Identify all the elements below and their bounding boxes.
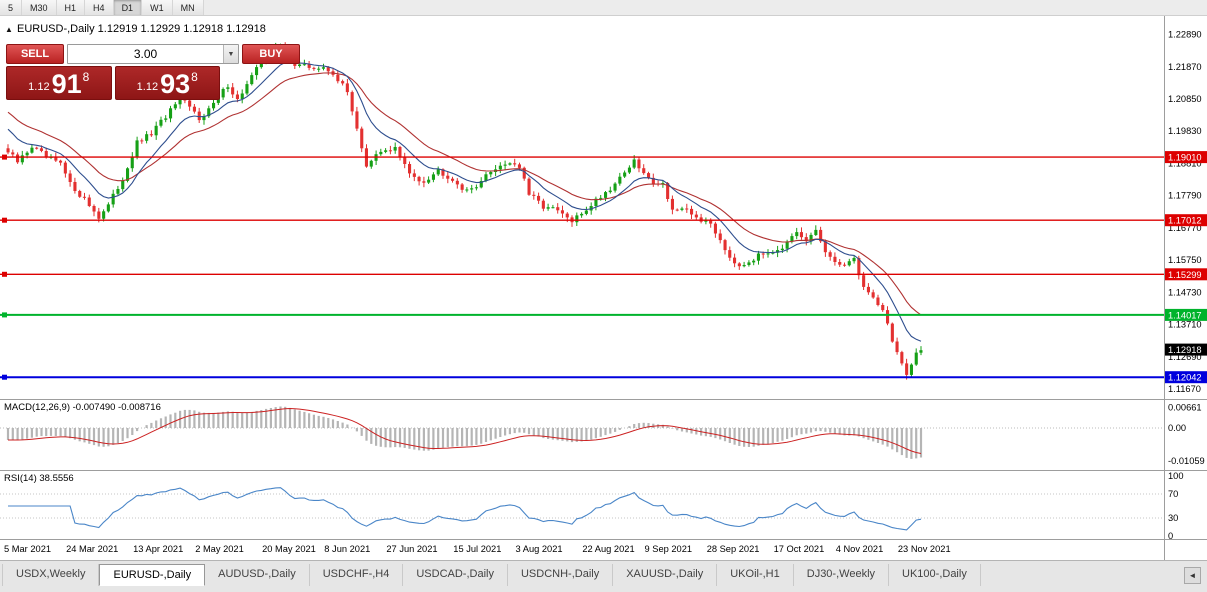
svg-text:70: 70 bbox=[1168, 489, 1178, 499]
sell-button[interactable]: SELL bbox=[6, 44, 64, 64]
svg-text:22 Aug 2021: 22 Aug 2021 bbox=[582, 544, 634, 554]
svg-text:0: 0 bbox=[1168, 531, 1173, 541]
volume-box: ▼ bbox=[67, 44, 239, 64]
price-axis-badge bbox=[1165, 371, 1207, 384]
svg-text:1.14730: 1.14730 bbox=[1168, 287, 1202, 297]
svg-text:27 Jun 2021: 27 Jun 2021 bbox=[386, 544, 437, 554]
svg-text:1.11670: 1.11670 bbox=[1168, 384, 1201, 394]
svg-text:13 Apr 2021: 13 Apr 2021 bbox=[133, 544, 183, 554]
chevron-down-icon: ▼ bbox=[227, 50, 235, 58]
chart-tabs-bar: USDX,Weekly EURUSD-,Daily AUDUSD-,Daily USD… bbox=[0, 560, 1207, 592]
svg-text:30: 30 bbox=[1168, 513, 1178, 523]
svg-text:23 Nov 2021: 23 Nov 2021 bbox=[898, 544, 951, 554]
sell-price-big: 91 bbox=[51, 69, 82, 99]
svg-text:15 Jul 2021: 15 Jul 2021 bbox=[453, 544, 501, 554]
macd-signal-line bbox=[8, 407, 922, 454]
svg-text:1.15750: 1.15750 bbox=[1168, 255, 1202, 265]
svg-text:100: 100 bbox=[1168, 471, 1184, 481]
line-anchor-marker[interactable] bbox=[2, 374, 7, 380]
rsi-indicator-label: RSI(14) 38.5556 bbox=[4, 473, 74, 484]
svg-text:1.14017: 1.14017 bbox=[1168, 310, 1202, 320]
svg-text:1.16770: 1.16770 bbox=[1168, 223, 1202, 233]
svg-text:9 Sep 2021: 9 Sep 2021 bbox=[645, 544, 693, 554]
line-anchor-marker[interactable] bbox=[2, 312, 7, 318]
chart-title: EURUSD-,Daily 1.12919 1.12929 1.12918 1.… bbox=[17, 23, 266, 35]
one-click-trading-panel: SELL ▼ BUY 1.12 91 8 1.12 93 8 bbox=[6, 44, 300, 100]
svg-text:4 Nov 2021: 4 Nov 2021 bbox=[836, 544, 884, 554]
ma-fast-line[interactable] bbox=[7, 61, 922, 342]
candles bbox=[6, 42, 923, 380]
svg-text:1.19010: 1.19010 bbox=[1168, 153, 1202, 163]
tab-usdcnh-daily[interactable]: USDCNH-,Daily bbox=[508, 564, 614, 586]
tab-dj30-weekly[interactable]: DJ30-,Weekly bbox=[794, 564, 890, 586]
buy-price-big: 93 bbox=[160, 69, 191, 99]
buy-price-prefix: 1.12 bbox=[136, 81, 159, 93]
svg-text:28 Sep 2021: 28 Sep 2021 bbox=[707, 544, 760, 554]
svg-text:0.00661: 0.00661 bbox=[1168, 402, 1202, 412]
ma-slow-line[interactable] bbox=[7, 72, 922, 316]
sell-price-display[interactable]: 1.12 91 8 bbox=[6, 66, 112, 100]
svg-text:5 Mar 2021: 5 Mar 2021 bbox=[4, 544, 51, 554]
price-axis-badge bbox=[1165, 308, 1207, 321]
buy-price-sup: 8 bbox=[191, 70, 198, 84]
timeframe-button-w1[interactable]: W1 bbox=[142, 0, 173, 15]
price-axis-badge bbox=[1165, 214, 1207, 227]
svg-text:1.17790: 1.17790 bbox=[1168, 191, 1202, 201]
tab-ukoil-h1[interactable]: UKOil-,H1 bbox=[717, 564, 794, 586]
svg-text:1.15299: 1.15299 bbox=[1168, 270, 1202, 280]
tab-usdx-weekly[interactable]: USDX,Weekly bbox=[2, 564, 100, 586]
svg-text:20 May 2021: 20 May 2021 bbox=[262, 544, 316, 554]
tab-usdchf-h4[interactable]: USDCHF-,H4 bbox=[310, 564, 404, 586]
price-axis-badge bbox=[1165, 343, 1207, 356]
tab-xauusd-daily[interactable]: XAUUSD-,Daily bbox=[613, 564, 718, 586]
timeframe-button-h4[interactable]: H4 bbox=[85, 0, 114, 15]
sell-price-prefix: 1.12 bbox=[28, 81, 50, 93]
svg-text:1.18810: 1.18810 bbox=[1168, 158, 1202, 168]
macd-indicator-label: MACD(12,26,9) -0.007490 -0.008716 bbox=[4, 402, 161, 413]
svg-text:3 Aug 2021: 3 Aug 2021 bbox=[516, 544, 563, 554]
line-anchor-marker[interactable] bbox=[2, 154, 7, 160]
timeframe-button-mn[interactable]: MN bbox=[172, 0, 204, 15]
svg-text:8 Jun 2021: 8 Jun 2021 bbox=[324, 544, 370, 554]
macd-histogram bbox=[6, 406, 923, 459]
svg-text:1.12042: 1.12042 bbox=[1168, 373, 1202, 383]
svg-text:17 Oct 2021: 17 Oct 2021 bbox=[774, 544, 825, 554]
price-axis-badge bbox=[1165, 268, 1207, 281]
timeframe-button-m30[interactable]: M30 bbox=[22, 0, 57, 15]
volume-input[interactable] bbox=[68, 45, 223, 63]
buy-button[interactable]: BUY bbox=[242, 44, 300, 64]
svg-text:1.21870: 1.21870 bbox=[1168, 62, 1202, 72]
sell-price-sup: 8 bbox=[82, 70, 90, 84]
line-anchor-marker[interactable] bbox=[2, 271, 7, 277]
buy-price-display[interactable]: 1.12 93 8 bbox=[114, 66, 220, 100]
svg-text:1.20850: 1.20850 bbox=[1168, 94, 1202, 104]
price-axis-badge bbox=[1165, 151, 1207, 164]
svg-text:1.22890: 1.22890 bbox=[1168, 30, 1202, 40]
svg-text:1.12690: 1.12690 bbox=[1168, 352, 1202, 362]
tab-audusd-daily[interactable]: AUDUSD-,Daily bbox=[205, 564, 310, 586]
svg-text:2 May 2021: 2 May 2021 bbox=[195, 544, 244, 554]
svg-text:-0.01059: -0.01059 bbox=[1168, 456, 1205, 466]
rsi-line bbox=[8, 487, 922, 531]
tab-scroll-left-button[interactable]: ◄ bbox=[1184, 567, 1201, 584]
volume-dropdown-button[interactable]: ▼ bbox=[223, 45, 238, 63]
tab-usdcad-daily[interactable]: USDCAD-,Daily bbox=[403, 564, 508, 586]
line-anchor-marker[interactable] bbox=[2, 217, 7, 223]
timeframe-toolbar: 5 M30 H1 H4 D1 W1 MN bbox=[0, 0, 1207, 16]
svg-text:1.13710: 1.13710 bbox=[1168, 320, 1202, 330]
svg-text:1.19830: 1.19830 bbox=[1168, 126, 1202, 136]
timeframe-button-d1[interactable]: D1 bbox=[113, 0, 143, 15]
svg-text:0.00: 0.00 bbox=[1168, 423, 1186, 433]
svg-text:1.17012: 1.17012 bbox=[1168, 216, 1202, 226]
svg-text:24 Mar 2021: 24 Mar 2021 bbox=[66, 544, 118, 554]
tab-uk100-daily[interactable]: UK100-,Daily bbox=[889, 564, 981, 586]
timeframe-button-h1[interactable]: H1 bbox=[56, 0, 86, 15]
svg-text:1.12918: 1.12918 bbox=[1168, 345, 1202, 355]
collapse-arrow-icon[interactable]: ▲ bbox=[5, 25, 13, 34]
tab-eurusd-daily[interactable]: EURUSD-,Daily bbox=[99, 564, 206, 586]
timeframe-button-5[interactable]: 5 bbox=[0, 0, 23, 15]
